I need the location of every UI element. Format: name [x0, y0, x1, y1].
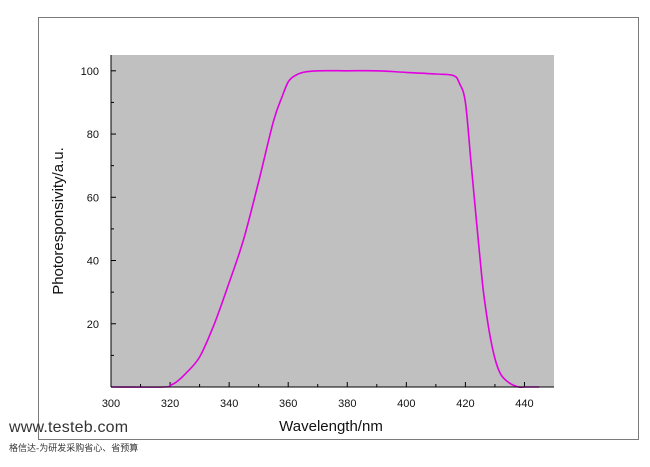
x-tick-label: 420 [456, 398, 474, 410]
series-line [110, 69, 540, 389]
x-tick-label: 400 [397, 398, 415, 410]
x-tick-label: 380 [338, 398, 356, 410]
y-tick-label: 80 [87, 129, 99, 141]
y-tick-label: 20 [87, 319, 99, 331]
x-tick-label: 440 [515, 398, 533, 410]
chart-frame [38, 17, 639, 440]
plot-area [111, 55, 554, 387]
y-axis-title: Photoresponsivity/a.u. [50, 147, 67, 295]
x-tick-label: 300 [102, 398, 120, 410]
y-tick-label: 60 [87, 192, 99, 204]
x-tick-label: 360 [279, 398, 297, 410]
watermark-tagline: 格信达-为研发采购省心、省预算 [9, 444, 139, 454]
y-tick-label: 100 [81, 66, 99, 78]
x-tick-label: 320 [161, 398, 179, 410]
y-tick-label: 40 [87, 256, 99, 268]
x-axis-title: Wavelength/nm [279, 418, 383, 435]
x-tick-label: 340 [220, 398, 238, 410]
watermark-url: www.testeb.com [9, 419, 129, 436]
